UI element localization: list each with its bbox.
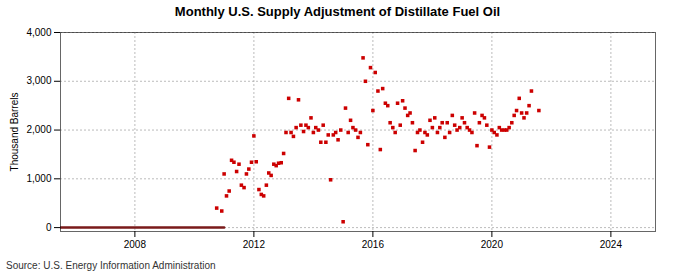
svg-text:1,000: 1,000 xyxy=(26,173,51,184)
svg-text:2008: 2008 xyxy=(124,239,147,250)
svg-text:3,000: 3,000 xyxy=(26,75,51,86)
svg-text:2012: 2012 xyxy=(243,239,266,250)
svg-text:2,000: 2,000 xyxy=(26,124,51,135)
svg-text:2024: 2024 xyxy=(600,239,623,250)
svg-text:Thousand Barrels: Thousand Barrels xyxy=(9,93,20,172)
html-text:Source: U.S. Energy Informatio: Source: U.S. Energy Information Administ… xyxy=(6,260,216,271)
svg-text:2016: 2016 xyxy=(362,239,385,250)
svg-text:4,000: 4,000 xyxy=(26,27,51,38)
svg-text:0: 0 xyxy=(46,222,52,233)
html-text:Monthly U.S. Supply Adjustment: Monthly U.S. Supply Adjustment of Distil… xyxy=(174,4,501,19)
svg-text:2020: 2020 xyxy=(481,239,504,250)
